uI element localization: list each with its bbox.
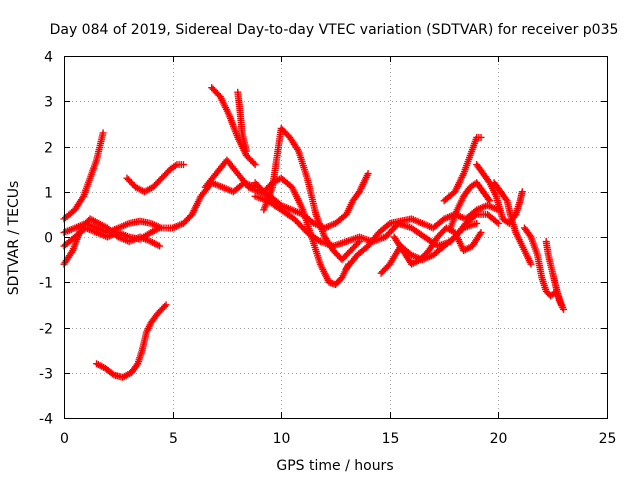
data-point: [527, 260, 535, 268]
y-tick-label: -4: [39, 412, 53, 428]
data-point: [251, 161, 259, 169]
data-point: [473, 219, 481, 227]
y-tick-label: -2: [39, 322, 53, 338]
data-point: [161, 302, 169, 310]
data-point: [471, 212, 479, 220]
data-point: [179, 161, 187, 169]
y-tick-label: 2: [44, 141, 53, 157]
data-point: [477, 133, 485, 141]
y-tick-label: 0: [44, 231, 53, 247]
x-axis-label: GPS time / hours: [276, 458, 393, 474]
data-point: [502, 195, 510, 203]
data-point: [250, 159, 258, 167]
data-point: [494, 219, 502, 227]
y-axis-label: SDTVAR / TECUs: [6, 181, 22, 296]
data-point: [242, 147, 250, 155]
data-point: [99, 129, 107, 137]
x-tick-label: 10: [273, 431, 291, 447]
y-tick-label: 1: [44, 186, 53, 202]
data-points: [60, 84, 568, 381]
axis-ticks: [64, 56, 608, 419]
data-point: [109, 370, 117, 378]
x-tick-label: 20: [490, 431, 508, 447]
x-tick-label: 15: [382, 431, 400, 447]
data-point: [493, 218, 501, 226]
y-tick-label: 4: [44, 50, 53, 66]
data-point: [156, 242, 164, 250]
data-point: [485, 195, 493, 203]
chart-title: Day 084 of 2019, Sidereal Day-to-day VTE…: [50, 22, 619, 38]
data-point: [162, 301, 170, 309]
y-tick-label: -1: [39, 276, 53, 292]
tick-labels: 0 5 10 15 20 25 -4 -3 -2 -1 0 1 2 3 4: [39, 50, 616, 448]
data-point: [526, 231, 534, 239]
data-point: [477, 228, 485, 236]
y-tick-label: 3: [44, 95, 53, 111]
data-point: [560, 305, 568, 313]
x-tick-label: 25: [599, 431, 617, 447]
data-point: [486, 197, 494, 205]
y-tick-label: -3: [39, 367, 53, 383]
data-point: [364, 170, 372, 178]
data-point: [518, 188, 526, 196]
x-tick-label: 0: [60, 431, 69, 447]
data-point: [171, 162, 179, 170]
x-tick-label: 5: [169, 431, 178, 447]
